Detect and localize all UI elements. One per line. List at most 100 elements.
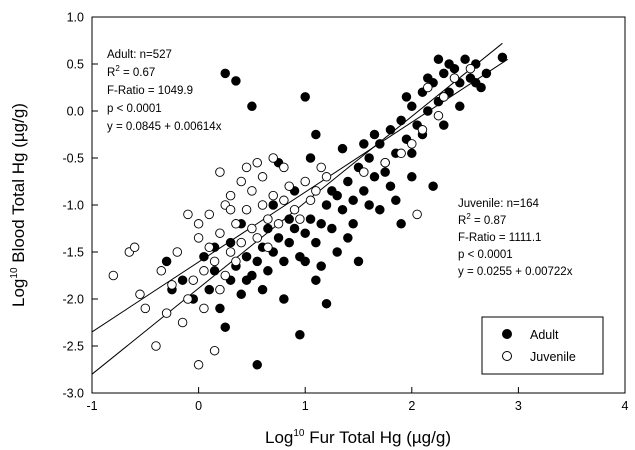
juvenile-data-point bbox=[156, 266, 167, 276]
y-tick-label: 0.5 bbox=[67, 58, 84, 72]
adult-data-point bbox=[199, 251, 209, 262]
adult-data-point bbox=[316, 219, 326, 229]
adult-data-point bbox=[471, 78, 481, 88]
adult-data-point bbox=[460, 54, 470, 65]
juvenile-data-point bbox=[215, 284, 225, 295]
adult-data-point bbox=[369, 129, 380, 140]
juvenile-data-point bbox=[183, 294, 193, 304]
juvenile-data-point bbox=[177, 317, 188, 328]
y-tick-label: -2.0 bbox=[62, 293, 84, 307]
adult-data-point bbox=[439, 120, 449, 130]
adult-data-point bbox=[241, 275, 252, 285]
adult-data-point bbox=[385, 125, 396, 135]
juvenile-data-point bbox=[199, 266, 209, 276]
adult-data-point bbox=[396, 219, 406, 229]
juvenile-equation-label: y = 0.0255 + 0.00722x bbox=[458, 266, 573, 278]
adult-data-point bbox=[348, 195, 358, 206]
adult-data-point bbox=[273, 233, 284, 243]
juvenile-data-point bbox=[295, 214, 305, 224]
adult-data-point bbox=[220, 322, 230, 332]
juvenile-data-point bbox=[407, 139, 417, 149]
adult-data-point bbox=[300, 228, 310, 238]
adult-p-label: p < 0.0001 bbox=[107, 103, 162, 115]
x-tick-label: 0 bbox=[195, 399, 202, 413]
juvenile-data-point bbox=[231, 219, 241, 229]
juvenile-data-point bbox=[193, 219, 204, 229]
juvenile-data-point bbox=[247, 223, 257, 234]
juvenile-data-point bbox=[172, 247, 183, 257]
adult-data-point bbox=[305, 153, 316, 163]
x-tick-label: -1 bbox=[86, 399, 97, 413]
juvenile-points bbox=[108, 63, 476, 370]
adult-data-point bbox=[279, 294, 289, 304]
juvenile-data-point bbox=[183, 209, 193, 220]
juvenile-data-point bbox=[263, 242, 273, 253]
juvenile-r2-label: R2 = 0.87 bbox=[458, 212, 506, 227]
adult-data-point bbox=[279, 256, 289, 267]
juvenile-data-point bbox=[305, 195, 316, 206]
adult-data-point bbox=[343, 176, 353, 187]
adult-data-point bbox=[455, 101, 465, 112]
legend: Adult Juvenile bbox=[481, 316, 604, 375]
adult-data-point bbox=[385, 181, 396, 191]
juvenile-data-point bbox=[263, 214, 273, 224]
juvenile-data-point bbox=[316, 162, 326, 173]
juvenile-data-point bbox=[135, 289, 145, 300]
adult-data-point bbox=[337, 143, 348, 154]
adult-data-point bbox=[369, 172, 380, 182]
juvenile-data-point bbox=[215, 167, 225, 177]
adult-data-point bbox=[444, 59, 454, 69]
adult-data-point bbox=[407, 148, 417, 159]
juvenile-data-point bbox=[300, 176, 310, 187]
adult-data-point bbox=[225, 237, 236, 248]
juvenile-data-point bbox=[268, 190, 278, 201]
juvenile-data-point bbox=[140, 303, 151, 314]
adult-data-point bbox=[359, 139, 369, 149]
adult-data-point bbox=[231, 76, 241, 86]
adult-fratio-label: F-Ratio = 1049.9 bbox=[107, 85, 193, 97]
adult-data-point bbox=[391, 195, 401, 206]
juvenile-data-point bbox=[236, 237, 246, 248]
y-tick-label: -0.5 bbox=[62, 152, 84, 166]
adult-data-point bbox=[321, 298, 332, 309]
juvenile-data-point bbox=[257, 200, 268, 210]
x-tick-label: 1 bbox=[302, 399, 309, 413]
adult-data-point bbox=[332, 247, 342, 257]
juvenile-data-point bbox=[247, 186, 257, 196]
adult-data-point bbox=[209, 266, 220, 276]
adult-data-point bbox=[241, 251, 252, 262]
adult-data-point bbox=[423, 73, 433, 83]
juvenile-data-point bbox=[209, 256, 220, 267]
x-axis-title: Log10 Fur Total Hg (µg/g) bbox=[265, 428, 451, 447]
juvenile-data-point bbox=[193, 360, 204, 370]
adult-data-point bbox=[380, 167, 390, 177]
legend-juvenile-label: Juvenile bbox=[530, 350, 576, 364]
y-tick-label: 0.0 bbox=[67, 105, 84, 119]
adult-data-point bbox=[359, 186, 369, 196]
adult-data-point bbox=[364, 153, 374, 163]
adult-data-point bbox=[295, 329, 305, 340]
juvenile-data-point bbox=[279, 162, 289, 173]
juvenile-data-point bbox=[225, 204, 236, 215]
juvenile-data-point bbox=[433, 110, 444, 121]
juvenile-data-point bbox=[225, 190, 236, 201]
adult-data-point bbox=[252, 256, 262, 267]
juvenile-data-point bbox=[359, 167, 369, 177]
juvenile-data-point bbox=[231, 256, 241, 267]
juvenile-data-point bbox=[241, 204, 252, 215]
adult-data-point bbox=[257, 284, 268, 295]
legend-juvenile-marker bbox=[502, 351, 512, 361]
adult-data-point bbox=[375, 139, 385, 149]
adult-data-point bbox=[316, 261, 326, 271]
y-tick-label: -2.5 bbox=[62, 340, 84, 354]
juvenile-data-point bbox=[167, 280, 177, 290]
x-tick-label: 3 bbox=[515, 399, 522, 413]
y-tick-label: -3.0 bbox=[62, 387, 84, 401]
juvenile-data-point bbox=[108, 270, 119, 281]
adult-n-label: Adult: n=527 bbox=[107, 49, 172, 61]
juvenile-data-point bbox=[465, 63, 476, 74]
adult-data-point bbox=[481, 68, 492, 79]
adult-points bbox=[161, 52, 508, 370]
juvenile-data-point bbox=[236, 176, 246, 187]
